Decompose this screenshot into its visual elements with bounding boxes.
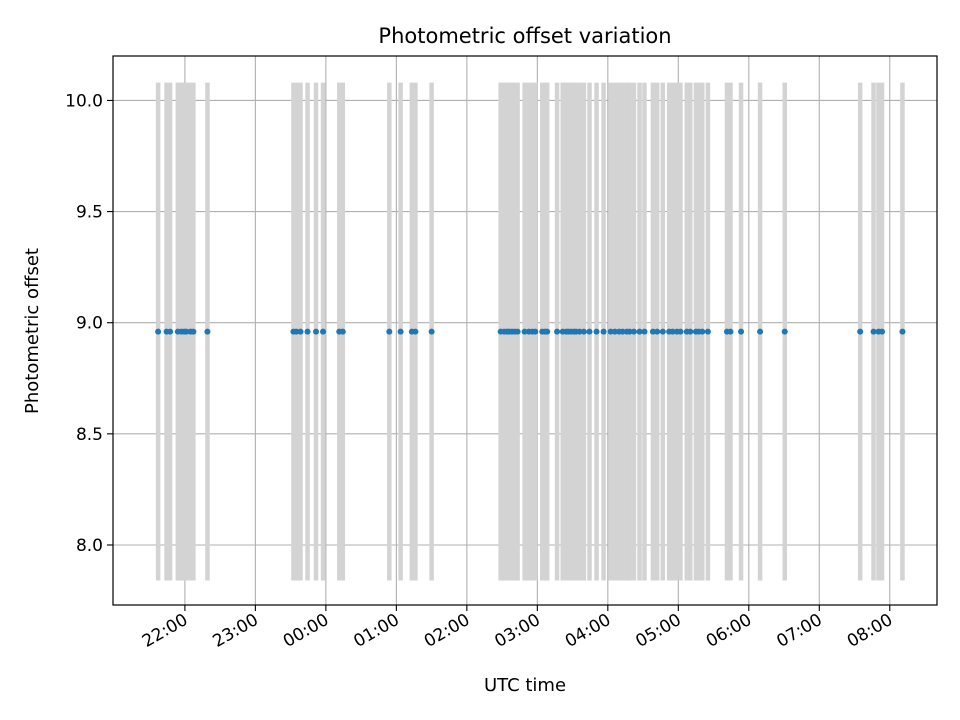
data-point bbox=[204, 328, 211, 335]
data-point bbox=[386, 328, 393, 335]
data-point bbox=[514, 328, 521, 335]
plot-frame bbox=[112, 55, 938, 606]
data-point bbox=[183, 328, 190, 335]
data-point bbox=[607, 328, 614, 335]
y-axis-ticks: 8.0 8.5 9.0 9.5 10.0 bbox=[65, 91, 113, 556]
data-point bbox=[654, 328, 661, 335]
data-point bbox=[636, 328, 643, 335]
data-point bbox=[521, 328, 528, 335]
data-point bbox=[155, 328, 162, 335]
data-point bbox=[320, 328, 327, 335]
data-point bbox=[532, 328, 539, 335]
data-point bbox=[704, 328, 711, 335]
data-point bbox=[544, 328, 551, 335]
data-point bbox=[727, 328, 734, 335]
data-points bbox=[155, 328, 906, 335]
data-point bbox=[304, 328, 311, 335]
x-axis-label: UTC time bbox=[484, 675, 566, 696]
data-point bbox=[576, 328, 583, 335]
data-point bbox=[857, 328, 864, 335]
data-point bbox=[757, 328, 764, 335]
data-point bbox=[677, 328, 684, 335]
data-point bbox=[293, 328, 300, 335]
y-tick-label: 10.0 bbox=[65, 91, 103, 111]
data-point bbox=[669, 328, 676, 335]
data-point bbox=[659, 328, 666, 335]
data-point bbox=[412, 328, 419, 335]
data-point bbox=[586, 328, 593, 335]
data-point bbox=[580, 328, 587, 335]
y-tick-label: 9.0 bbox=[76, 314, 103, 334]
data-point bbox=[190, 328, 197, 335]
data-point bbox=[649, 328, 656, 335]
y-tick-label: 8.0 bbox=[76, 536, 103, 556]
data-point bbox=[870, 328, 877, 335]
y-tick-label: 8.5 bbox=[76, 425, 103, 445]
data-point bbox=[626, 328, 633, 335]
data-point bbox=[879, 328, 886, 335]
data-point bbox=[899, 328, 906, 335]
data-point bbox=[738, 328, 745, 335]
data-point bbox=[699, 328, 706, 335]
data-point bbox=[554, 328, 561, 335]
y-axis-label: Photometric offset bbox=[22, 248, 43, 414]
data-point bbox=[593, 328, 600, 335]
data-point bbox=[641, 328, 648, 335]
data-point bbox=[630, 328, 637, 335]
data-point bbox=[781, 328, 788, 335]
data-point bbox=[313, 328, 320, 335]
data-point bbox=[167, 328, 174, 335]
chart-title: Photometric offset variation bbox=[378, 24, 671, 48]
data-point bbox=[428, 328, 435, 335]
data-point bbox=[297, 328, 304, 335]
data-point bbox=[600, 328, 607, 335]
y-tick-label: 9.5 bbox=[76, 203, 103, 223]
data-point bbox=[339, 328, 346, 335]
data-point bbox=[619, 328, 626, 335]
data-point bbox=[611, 328, 618, 335]
data-point bbox=[397, 328, 404, 335]
data-point bbox=[687, 328, 694, 335]
